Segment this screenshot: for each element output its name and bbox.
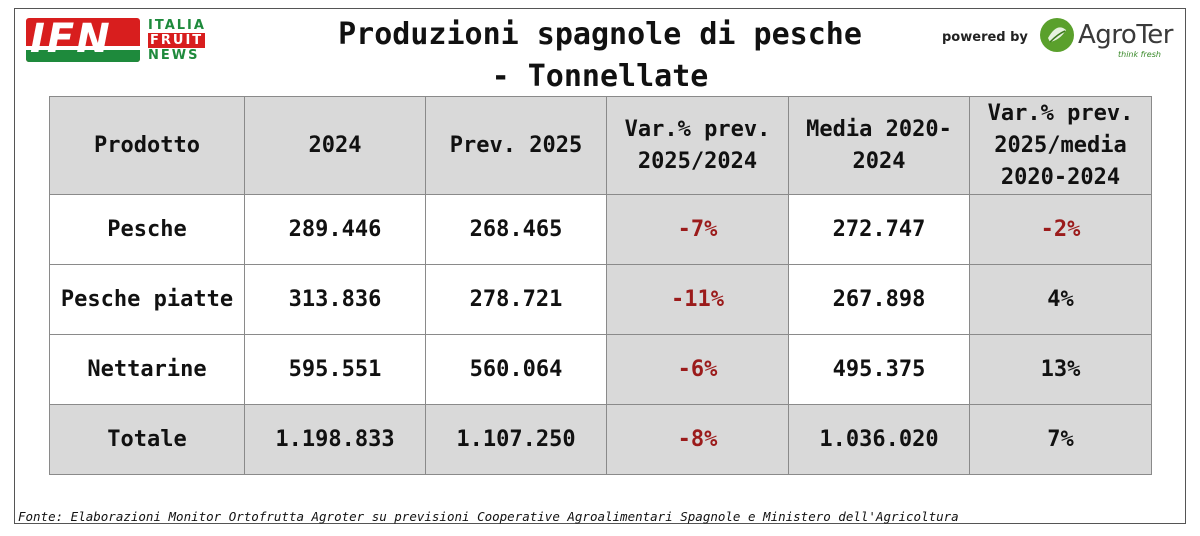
- italiafruit-news-logo: IFN ITALIA FRUIT NEWS: [26, 18, 226, 66]
- production-table: Prodotto 2024 Prev. 2025 Var.% prev. 202…: [49, 96, 1152, 475]
- table-row: Nettarine 595.551 560.064 -6% 495.375 13…: [49, 334, 1152, 405]
- cell-2024: 289.446: [244, 194, 426, 265]
- title-line-2: - Tonnellate: [491, 59, 709, 94]
- source-note: Fonte: Elaborazioni Monitor Ortofrutta A…: [18, 509, 959, 524]
- cell-var-prev: -7%: [606, 194, 789, 265]
- cell-product: Pesche: [49, 194, 245, 265]
- cell-var-media: 4%: [969, 264, 1152, 335]
- cell-var-prev: -8%: [606, 404, 789, 475]
- cell-2024: 1.198.833: [244, 404, 426, 475]
- title-line-1: Produzioni spagnole di pesche: [338, 17, 862, 52]
- ifn-logo-letters: IFN: [30, 18, 112, 62]
- ifn-word-fruit: FRUIT: [148, 33, 206, 48]
- page-title: Produzioni spagnole di pesche - Tonnella…: [300, 14, 900, 98]
- header-2024: 2024: [244, 96, 426, 195]
- table-row: Pesche 289.446 268.465 -7% 272.747 -2%: [49, 194, 1152, 265]
- cell-var-media: 7%: [969, 404, 1152, 475]
- cell-product: Totale: [49, 404, 245, 475]
- cell-product: Nettarine: [49, 334, 245, 405]
- cell-media: 1.036.020: [788, 404, 970, 475]
- cell-prev-2025: 278.721: [425, 264, 607, 335]
- header-media: Media 2020-2024: [788, 96, 970, 195]
- table-row: Pesche piatte 313.836 278.721 -11% 267.8…: [49, 264, 1152, 335]
- header-prodotto: Prodotto: [49, 96, 245, 195]
- ifn-logo-words: ITALIA FRUIT NEWS: [148, 18, 206, 63]
- agroter-logo: AgroTer think fresh: [1038, 16, 1188, 62]
- cell-media: 267.898: [788, 264, 970, 335]
- powered-by-label: powered by: [942, 30, 1028, 45]
- cell-2024: 595.551: [244, 334, 426, 405]
- content-frame: [14, 8, 1186, 524]
- cell-var-prev: -6%: [606, 334, 789, 405]
- cell-prev-2025: 560.064: [425, 334, 607, 405]
- ifn-word-italia: ITALIA: [148, 18, 206, 33]
- cell-var-media: 13%: [969, 334, 1152, 405]
- cell-2024: 313.836: [244, 264, 426, 335]
- ifn-logo-mark: IFN: [26, 18, 140, 62]
- agroter-tagline: think fresh: [1118, 50, 1161, 59]
- header-var-prev: Var.% prev. 2025/2024: [606, 96, 789, 195]
- cell-media: 272.747: [788, 194, 970, 265]
- cell-media: 495.375: [788, 334, 970, 405]
- cell-var-media: -2%: [969, 194, 1152, 265]
- cell-prev-2025: 268.465: [425, 194, 607, 265]
- cell-prev-2025: 1.107.250: [425, 404, 607, 475]
- table-header-row: Prodotto 2024 Prev. 2025 Var.% prev. 202…: [49, 96, 1152, 195]
- leaf-globe-icon: [1040, 18, 1074, 52]
- header-var-media: Var.% prev. 2025/media 2020-2024: [969, 96, 1152, 195]
- cell-product: Pesche piatte: [49, 264, 245, 335]
- header-prev-2025: Prev. 2025: [425, 96, 607, 195]
- table-total-row: Totale 1.198.833 1.107.250 -8% 1.036.020…: [49, 404, 1152, 475]
- ifn-word-news: NEWS: [148, 48, 200, 63]
- agroter-name: AgroTer: [1078, 20, 1173, 50]
- cell-var-prev: -11%: [606, 264, 789, 335]
